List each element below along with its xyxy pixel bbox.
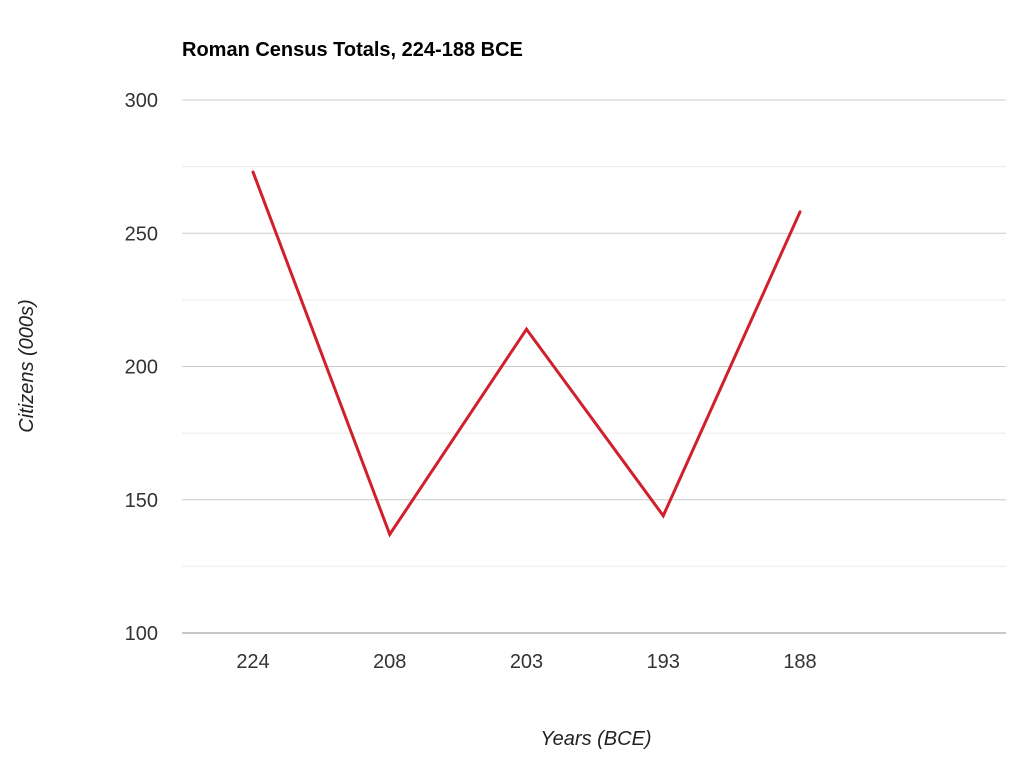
x-tick-label: 224	[236, 651, 269, 673]
x-tick-label: 203	[510, 651, 543, 673]
y-tick-label: 150	[125, 490, 158, 512]
y-tick-label: 250	[125, 223, 158, 245]
x-axis-label: Years (BCE)	[540, 728, 651, 750]
y-axis-tick-labels: 100 150 200 250 300	[125, 90, 158, 645]
x-tick-label: 208	[373, 651, 406, 673]
x-tick-label: 188	[783, 651, 816, 673]
data-point	[661, 514, 665, 518]
major-gridlines	[182, 99, 1006, 634]
data-point	[798, 210, 802, 214]
chart-title: Roman Census Totals, 224-188 BCE	[182, 39, 523, 61]
x-axis-tick-labels: 224 208 203 193 188	[236, 651, 816, 673]
data-point	[525, 327, 528, 331]
series-line	[251, 171, 802, 538]
minor-gridlines	[182, 166, 1006, 567]
series-group	[251, 170, 802, 538]
y-tick-label: 200	[125, 357, 158, 379]
y-tick-label: 300	[125, 90, 158, 112]
y-axis-label: Citizens (000s)	[16, 299, 38, 432]
x-tick-label: 193	[647, 651, 680, 673]
data-point	[251, 170, 255, 174]
data-point	[388, 532, 392, 536]
y-tick-label: 100	[125, 623, 158, 645]
